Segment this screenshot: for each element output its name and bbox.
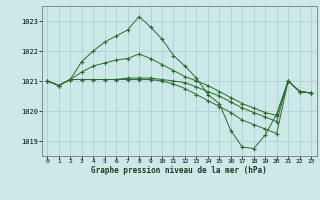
- X-axis label: Graphe pression niveau de la mer (hPa): Graphe pression niveau de la mer (hPa): [91, 166, 267, 175]
